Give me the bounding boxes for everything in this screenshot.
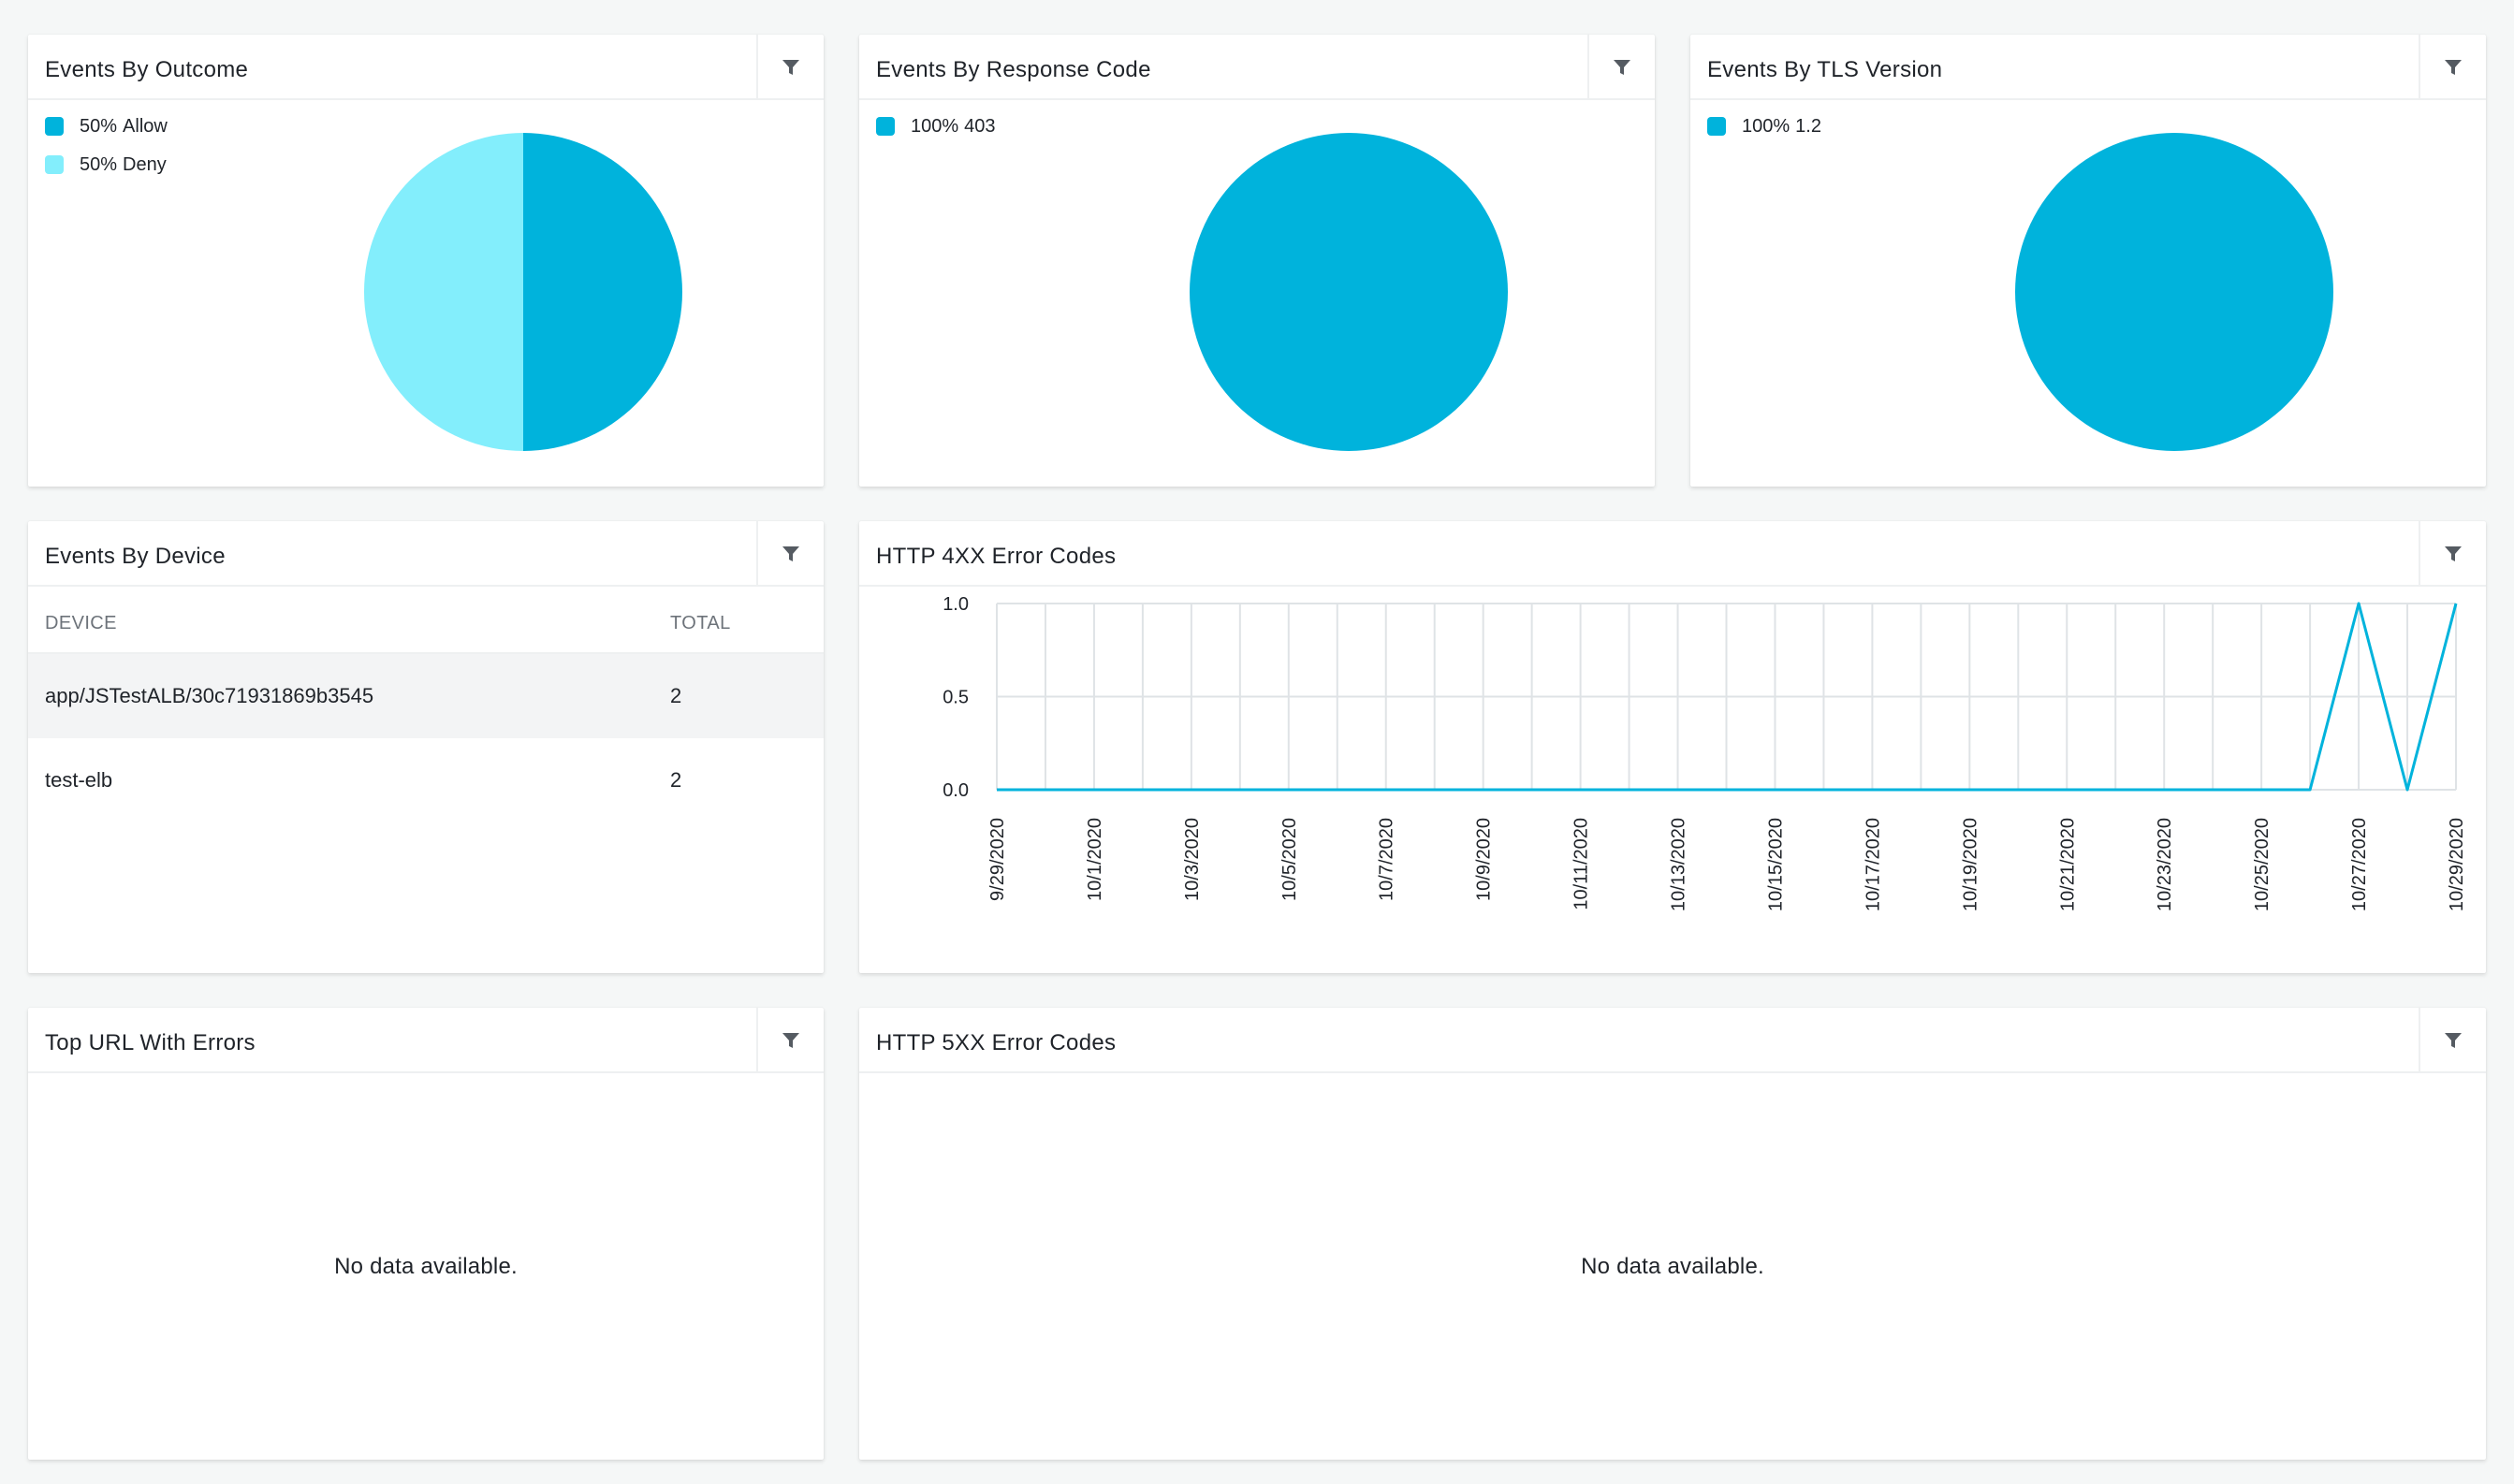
panel-header: Events By Device xyxy=(28,521,824,587)
pie-slice-1-2[interactable] xyxy=(2015,133,2333,451)
empty-state-message: No data available. xyxy=(1581,1254,1764,1279)
x-tick-label: 10/21/2020 xyxy=(2057,818,2078,911)
device-cell: app/JSTestALB/30c71931869b3545 xyxy=(45,684,374,707)
filter-button[interactable] xyxy=(1587,35,1655,100)
x-tick-label: 10/15/2020 xyxy=(1765,818,1786,911)
filter-button[interactable] xyxy=(2419,1008,2486,1073)
x-tick-label: 10/5/2020 xyxy=(1279,818,1300,901)
legend-label: 1.2 xyxy=(1795,115,1821,137)
y-tick-label: 0.5 xyxy=(943,688,969,708)
panel-title: Events By Response Code xyxy=(876,57,1151,82)
panel-title: Events By TLS Version xyxy=(1707,57,1943,82)
filter-button[interactable] xyxy=(756,521,824,587)
panel-events-by-tls-version: Events By TLS Version 100% 1.2 xyxy=(1690,35,2486,487)
y-tick-label: 0.0 xyxy=(943,780,969,801)
legend-percent: 100% xyxy=(1742,115,1790,137)
panel-title: Events By Device xyxy=(45,544,226,569)
x-tick-label: 10/19/2020 xyxy=(1960,818,1981,911)
column-header-total[interactable]: TOTAL xyxy=(670,613,731,633)
legend-percent: 50% xyxy=(80,153,118,175)
pie-chart xyxy=(364,133,682,451)
x-tick-label: 10/11/2020 xyxy=(1571,818,1592,910)
panel-top-url-with-errors: Top URL With Errors No data available. xyxy=(28,1008,824,1460)
filter-button[interactable] xyxy=(2419,35,2486,100)
filter-funnel-icon xyxy=(1614,60,1630,75)
legend-percent: 100% xyxy=(911,115,959,137)
chart-grid xyxy=(996,603,2457,791)
panel-title: Top URL With Errors xyxy=(45,1030,256,1055)
legend-item[interactable]: 100% 403 xyxy=(876,114,996,138)
x-tick-label: 10/25/2020 xyxy=(2252,818,2273,911)
panel-events-by-outcome: Events By Outcome 50% Allow 50% Deny xyxy=(28,35,824,487)
x-tick-label: 10/9/2020 xyxy=(1474,818,1495,901)
total-cell: 2 xyxy=(670,768,682,792)
table-row[interactable]: app/JSTestALB/30c71931869b3545 2 xyxy=(28,654,824,738)
panel-header: HTTP 4XX Error Codes xyxy=(859,521,2486,587)
filter-funnel-icon xyxy=(782,546,799,561)
panel-events-by-device: Events By Device DEVICE TOTAL app/JSTest… xyxy=(28,521,824,973)
x-tick-label: 10/3/2020 xyxy=(1182,818,1203,901)
panel-header: Top URL With Errors xyxy=(28,1008,824,1073)
legend-label: 403 xyxy=(964,115,996,137)
legend-percent: 50% xyxy=(80,115,118,137)
filter-button[interactable] xyxy=(756,1008,824,1073)
legend-swatch xyxy=(1707,117,1726,136)
panel-title: HTTP 5XX Error Codes xyxy=(876,1030,1117,1055)
x-tick-label: 10/1/2020 xyxy=(1085,818,1105,901)
filter-funnel-icon xyxy=(2445,546,2462,561)
pie-slice-403[interactable] xyxy=(1190,133,1508,451)
pie-chart xyxy=(1190,133,1508,451)
panel-title: HTTP 4XX Error Codes xyxy=(876,544,1117,569)
panel-header: HTTP 5XX Error Codes xyxy=(859,1008,2486,1073)
legend-item[interactable]: 100% 1.2 xyxy=(1707,114,1821,138)
x-tick-label: 10/27/2020 xyxy=(2349,818,2370,911)
y-tick-label: 1.0 xyxy=(943,594,969,615)
filter-funnel-icon xyxy=(2445,1033,2462,1048)
chart-legend: 100% 403 xyxy=(876,114,996,153)
filter-funnel-icon xyxy=(2445,60,2462,75)
empty-state-message: No data available. xyxy=(334,1254,518,1279)
x-tick-label: 10/29/2020 xyxy=(2447,818,2467,911)
pie-chart xyxy=(2015,133,2333,451)
pie-slice-deny[interactable] xyxy=(364,133,523,451)
x-tick-label: 10/23/2020 xyxy=(2155,818,2175,911)
panel-title: Events By Outcome xyxy=(45,57,249,82)
legend-label: Deny xyxy=(123,153,167,175)
table-row[interactable]: test-elb 2 xyxy=(28,738,824,822)
legend-item[interactable]: 50% Allow xyxy=(45,114,168,138)
legend-item[interactable]: 50% Deny xyxy=(45,153,168,177)
panel-header: Events By Response Code xyxy=(859,35,1655,100)
panel-http-5xx-error-codes: HTTP 5XX Error Codes No data available. xyxy=(859,1008,2486,1460)
filter-button[interactable] xyxy=(756,35,824,100)
panel-events-by-response-code: Events By Response Code 100% 403 xyxy=(859,35,1655,487)
legend-label: Allow xyxy=(123,115,168,137)
panel-header: Events By Outcome xyxy=(28,35,824,100)
filter-funnel-icon xyxy=(782,1033,799,1048)
table-header: DEVICE TOTAL xyxy=(28,589,824,654)
total-cell: 2 xyxy=(670,684,682,707)
device-cell: test-elb xyxy=(45,768,113,792)
column-header-device[interactable]: DEVICE xyxy=(45,613,117,633)
pie-slice-allow[interactable] xyxy=(523,133,682,451)
filter-button[interactable] xyxy=(2419,521,2486,587)
x-tick-label: 9/29/2020 xyxy=(987,818,1008,901)
filter-funnel-icon xyxy=(782,60,799,75)
series-line[interactable] xyxy=(997,602,2458,792)
chart-legend: 100% 1.2 xyxy=(1707,114,1821,153)
x-tick-label: 10/17/2020 xyxy=(1863,818,1883,911)
panel-header: Events By TLS Version xyxy=(1690,35,2486,100)
line-chart: 1.0 0.5 0.0 9/29/2020 10/1/2020 10/3/2020 10/5… xyxy=(943,594,2467,911)
legend-swatch xyxy=(45,155,64,174)
panel-http-4xx-error-codes: HTTP 4XX Error Codes 1.0 0.5 0.0 9/29/2020 1… xyxy=(859,521,2486,973)
legend-swatch xyxy=(45,117,64,136)
x-tick-label: 10/13/2020 xyxy=(1669,818,1689,911)
legend-swatch xyxy=(876,117,895,136)
x-tick-label: 10/7/2020 xyxy=(1377,818,1397,901)
chart-legend: 50% Allow 50% Deny xyxy=(45,114,168,191)
